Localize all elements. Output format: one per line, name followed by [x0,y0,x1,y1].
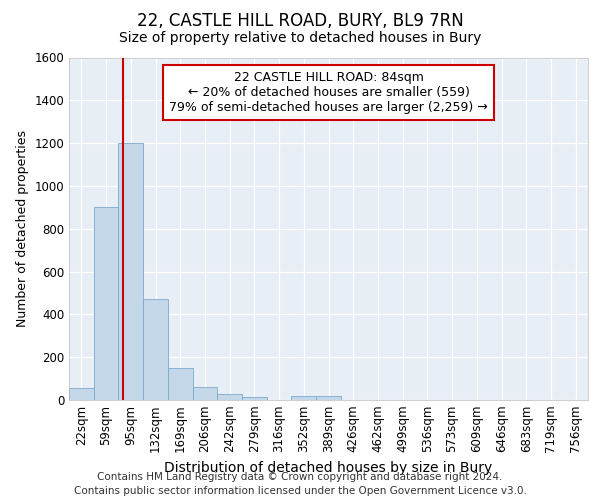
Text: Size of property relative to detached houses in Bury: Size of property relative to detached ho… [119,31,481,45]
Bar [316,396,341,400]
Bar [193,387,217,400]
Text: 22, CASTLE HILL ROAD, BURY, BL9 7RN: 22, CASTLE HILL ROAD, BURY, BL9 7RN [137,12,463,30]
Text: Contains HM Land Registry data © Crown copyright and database right 2024.
Contai: Contains HM Land Registry data © Crown c… [74,472,526,496]
Bar [217,394,242,400]
X-axis label: Distribution of detached houses by size in Bury: Distribution of detached houses by size … [164,461,493,475]
Bar [168,368,193,400]
Bar [143,300,168,400]
Bar [94,208,118,400]
Bar [242,397,267,400]
Bar [292,396,316,400]
Bar [69,388,94,400]
Y-axis label: Number of detached properties: Number of detached properties [16,130,29,327]
Text: 22 CASTLE HILL ROAD: 84sqm
← 20% of detached houses are smaller (559)
79% of sem: 22 CASTLE HILL ROAD: 84sqm ← 20% of deta… [169,71,488,114]
Bar [118,143,143,400]
